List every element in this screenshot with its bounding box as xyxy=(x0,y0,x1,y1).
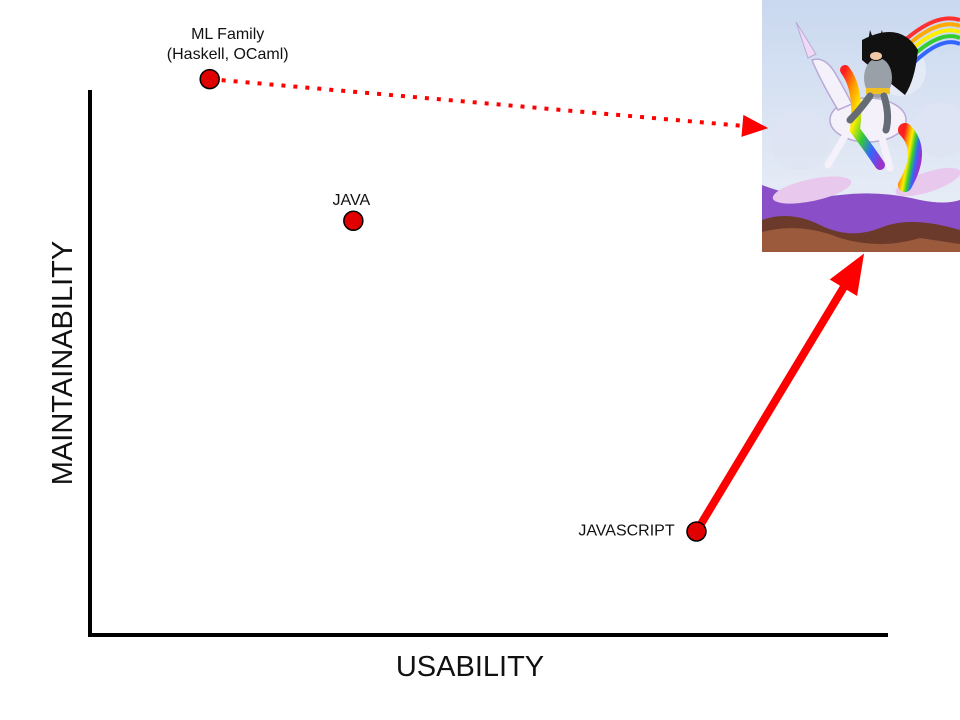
data-point: ML Family (Haskell, OCaml) xyxy=(167,26,289,90)
point-label: ML Family xyxy=(191,26,264,43)
point-label: JAVA xyxy=(333,192,371,209)
point-marker xyxy=(686,521,707,542)
point-label: JAVASCRIPT xyxy=(578,522,675,539)
point-label: (Haskell, OCaml) xyxy=(167,46,289,63)
point-marker xyxy=(343,210,364,232)
arrow-shaft xyxy=(209,77,743,128)
data-point: JAVA xyxy=(333,192,371,232)
data-points: ML Family (Haskell, OCaml) JAVA JAVASCRIPT xyxy=(167,26,707,542)
arrow-head xyxy=(741,114,769,137)
batman-riding-rainbow-unicorn-icon xyxy=(762,0,960,252)
point-marker xyxy=(199,68,220,90)
arrow-shaft xyxy=(692,283,848,536)
data-point: JAVASCRIPT xyxy=(578,521,707,542)
arrow-dotted xyxy=(209,77,769,137)
arrows xyxy=(209,77,865,536)
y-axis-label: MAINTAINABILITY xyxy=(47,241,79,485)
arrow-solid xyxy=(692,253,865,536)
x-axis-label: USABILITY xyxy=(396,651,544,683)
arrow-head xyxy=(829,253,865,297)
axes xyxy=(88,90,888,637)
